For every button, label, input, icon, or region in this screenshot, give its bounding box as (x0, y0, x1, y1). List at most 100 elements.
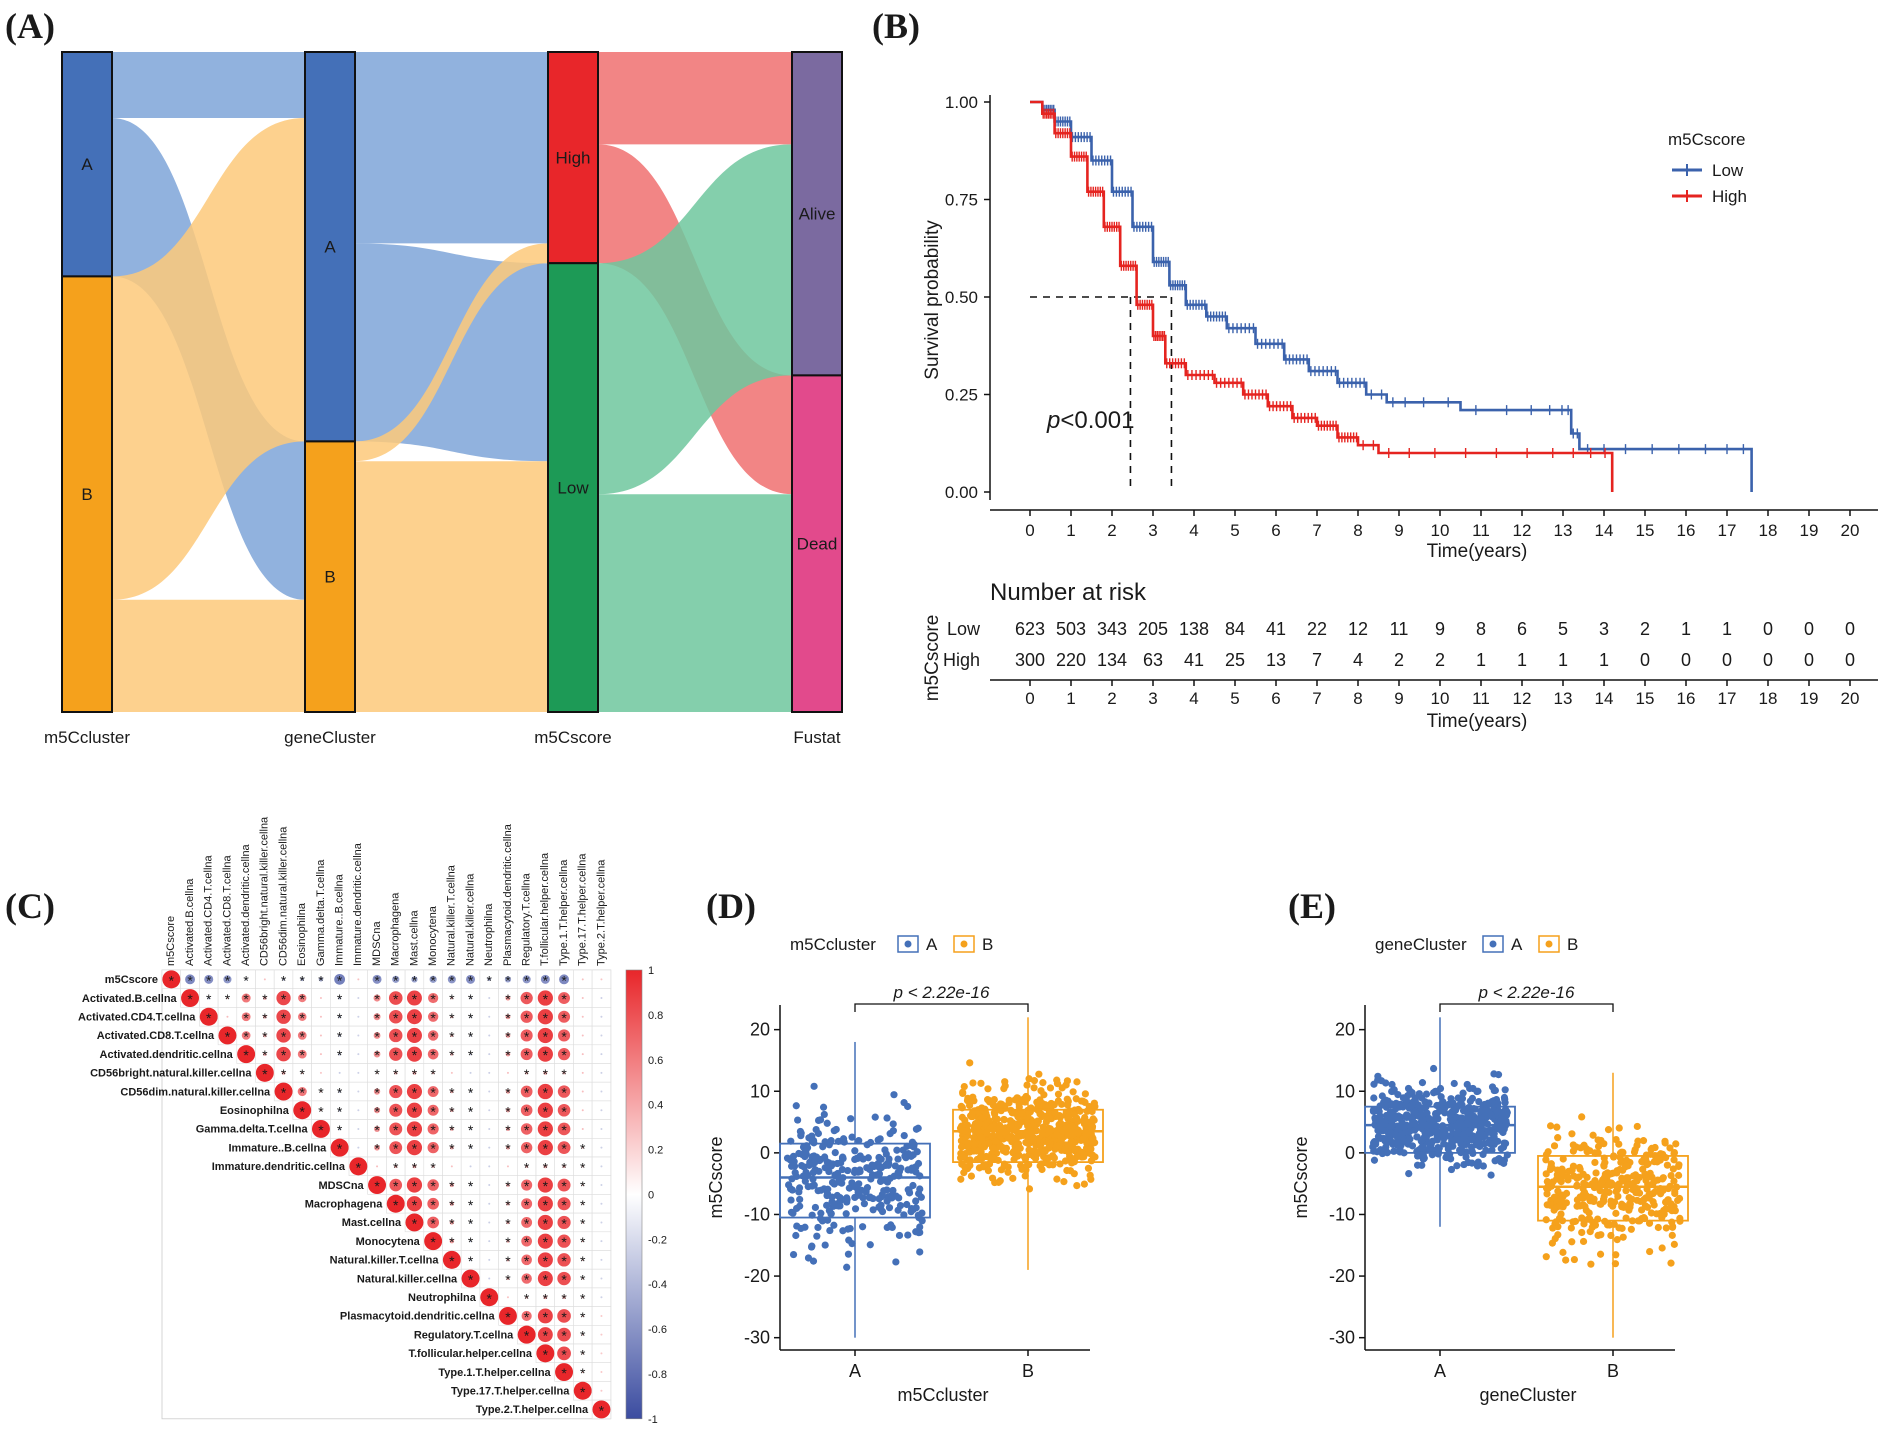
sankey-flow-geneCluster-B-High (355, 243, 548, 462)
corr-row-label: Gamma.delta.T.cellna (196, 1124, 309, 1136)
box-point-A (1484, 1099, 1492, 1107)
corr-circle (488, 1053, 491, 1056)
box-point-A (900, 1131, 908, 1140)
corr-col-label: m5Cscore (165, 916, 177, 966)
corr-circle (506, 1183, 510, 1187)
corr-sig-mark: * (580, 1384, 586, 1400)
box-point-A (886, 1130, 894, 1138)
box-point-A (1494, 1108, 1502, 1116)
risk-table-count: 1 (1517, 650, 1527, 670)
corr-circle (505, 995, 511, 1001)
corr-sig-mark: * (412, 972, 418, 988)
box-point-B (997, 1166, 1005, 1174)
corr-sig-mark: * (449, 972, 455, 988)
km-x-tick-label: 12 (1513, 521, 1532, 540)
box-point-B (1669, 1222, 1677, 1231)
risk-table-count: 0 (1804, 619, 1814, 639)
risk-table-count: 22 (1307, 619, 1327, 639)
corr-col-label: Immature.dendritic.cellna (352, 842, 364, 966)
box-point-A (885, 1204, 894, 1212)
corr-circle (520, 1048, 533, 1061)
corr-sig-mark: * (543, 1234, 549, 1250)
corr-circle (557, 1103, 571, 1117)
corr-sig-mark: * (393, 1122, 399, 1138)
box-point-A (1418, 1079, 1427, 1087)
km-x-tick-label: 16 (1677, 521, 1696, 540)
box-point-B (1569, 1162, 1578, 1170)
box-point-B (1542, 1170, 1550, 1178)
box-point-B (1633, 1122, 1641, 1131)
corr-sig-mark: * (543, 1215, 549, 1231)
box-point-A (903, 1200, 911, 1209)
corr-circle (450, 1015, 454, 1019)
corr-circle (600, 1240, 603, 1243)
box-point-A (1381, 1137, 1389, 1145)
corr-sig-mark: * (262, 1066, 268, 1082)
risk-x-tick-label: 11 (1472, 689, 1490, 708)
corr-circle (330, 1138, 349, 1157)
box-point-B (1084, 1164, 1093, 1172)
corr-sig-mark: * (505, 1141, 511, 1157)
box-point-A (1473, 1087, 1481, 1096)
corr-sig-mark: * (281, 991, 287, 1007)
box-point-A (912, 1197, 920, 1205)
corr-circle (293, 1101, 312, 1120)
box-point-B (1559, 1155, 1567, 1163)
corr-sig-mark: * (524, 1309, 530, 1325)
corr-circle (431, 1071, 435, 1075)
box-point-B (1004, 1134, 1012, 1142)
corr-sig-mark: * (561, 1309, 567, 1325)
corr-sig-mark: * (281, 1010, 287, 1026)
box-point-A (1405, 1169, 1413, 1178)
box-point-A (875, 1203, 883, 1211)
km-x-tick-label: 8 (1353, 521, 1362, 540)
corr-sig-mark: * (262, 1028, 268, 1044)
corr-col-label: Macrophagena (390, 892, 402, 966)
box-point-A (800, 1163, 808, 1171)
corr-sig-mark: * (487, 972, 493, 988)
corr-circle (162, 970, 181, 989)
corr-sig-mark: * (300, 1066, 306, 1082)
box-point-A (1377, 1124, 1385, 1133)
box-point-B (1054, 1090, 1063, 1098)
box-point-A (787, 1162, 796, 1170)
risk-table-count: 84 (1225, 619, 1245, 639)
corr-sig-mark: * (374, 991, 380, 1007)
sankey-flow-m5Cscore-Low-Alive (598, 144, 792, 495)
corr-sig-mark: * (505, 991, 511, 1007)
risk-table-count: 2 (1640, 619, 1650, 639)
corr-circle (373, 1050, 381, 1058)
box-point-A (859, 1194, 867, 1202)
corr-circle (263, 996, 267, 1000)
corr-circle (488, 1109, 491, 1112)
box-point-B (1546, 1201, 1555, 1209)
box-point-B (999, 1144, 1008, 1152)
corr-circle (373, 1088, 381, 1095)
sankey-flow-m5Ccluster-A-A (112, 52, 305, 118)
box-y-tick-label: -30 (744, 1328, 770, 1348)
box-point-A (847, 1115, 855, 1123)
box-point-A (851, 1147, 859, 1155)
box-point-B (1087, 1145, 1095, 1153)
corr-row-label: Macrophagena (305, 1198, 384, 1210)
corr-circle (245, 978, 248, 981)
corr-circle (412, 1070, 417, 1075)
corr-circle (263, 1033, 267, 1038)
box-point-A (783, 1154, 792, 1162)
corr-sig-mark: * (543, 1159, 549, 1175)
box-point-A (857, 1186, 866, 1194)
sankey-node-m5Cscore-High (547, 51, 599, 265)
corr-sig-mark: * (337, 972, 343, 988)
corr-circle (520, 1104, 533, 1117)
corr-circle (223, 975, 232, 984)
box-point-A (1449, 1099, 1457, 1107)
corr-sig-mark: * (505, 1103, 511, 1119)
box-point-B (1662, 1205, 1670, 1213)
box-point-A (869, 1194, 877, 1203)
box-point-B (1065, 1112, 1073, 1120)
box-legend-title: geneCluster (1375, 935, 1467, 954)
box-point-B (1641, 1170, 1649, 1178)
box-point-B (1578, 1228, 1586, 1237)
box-point-B (1579, 1170, 1587, 1178)
corr-circle (427, 1179, 439, 1191)
